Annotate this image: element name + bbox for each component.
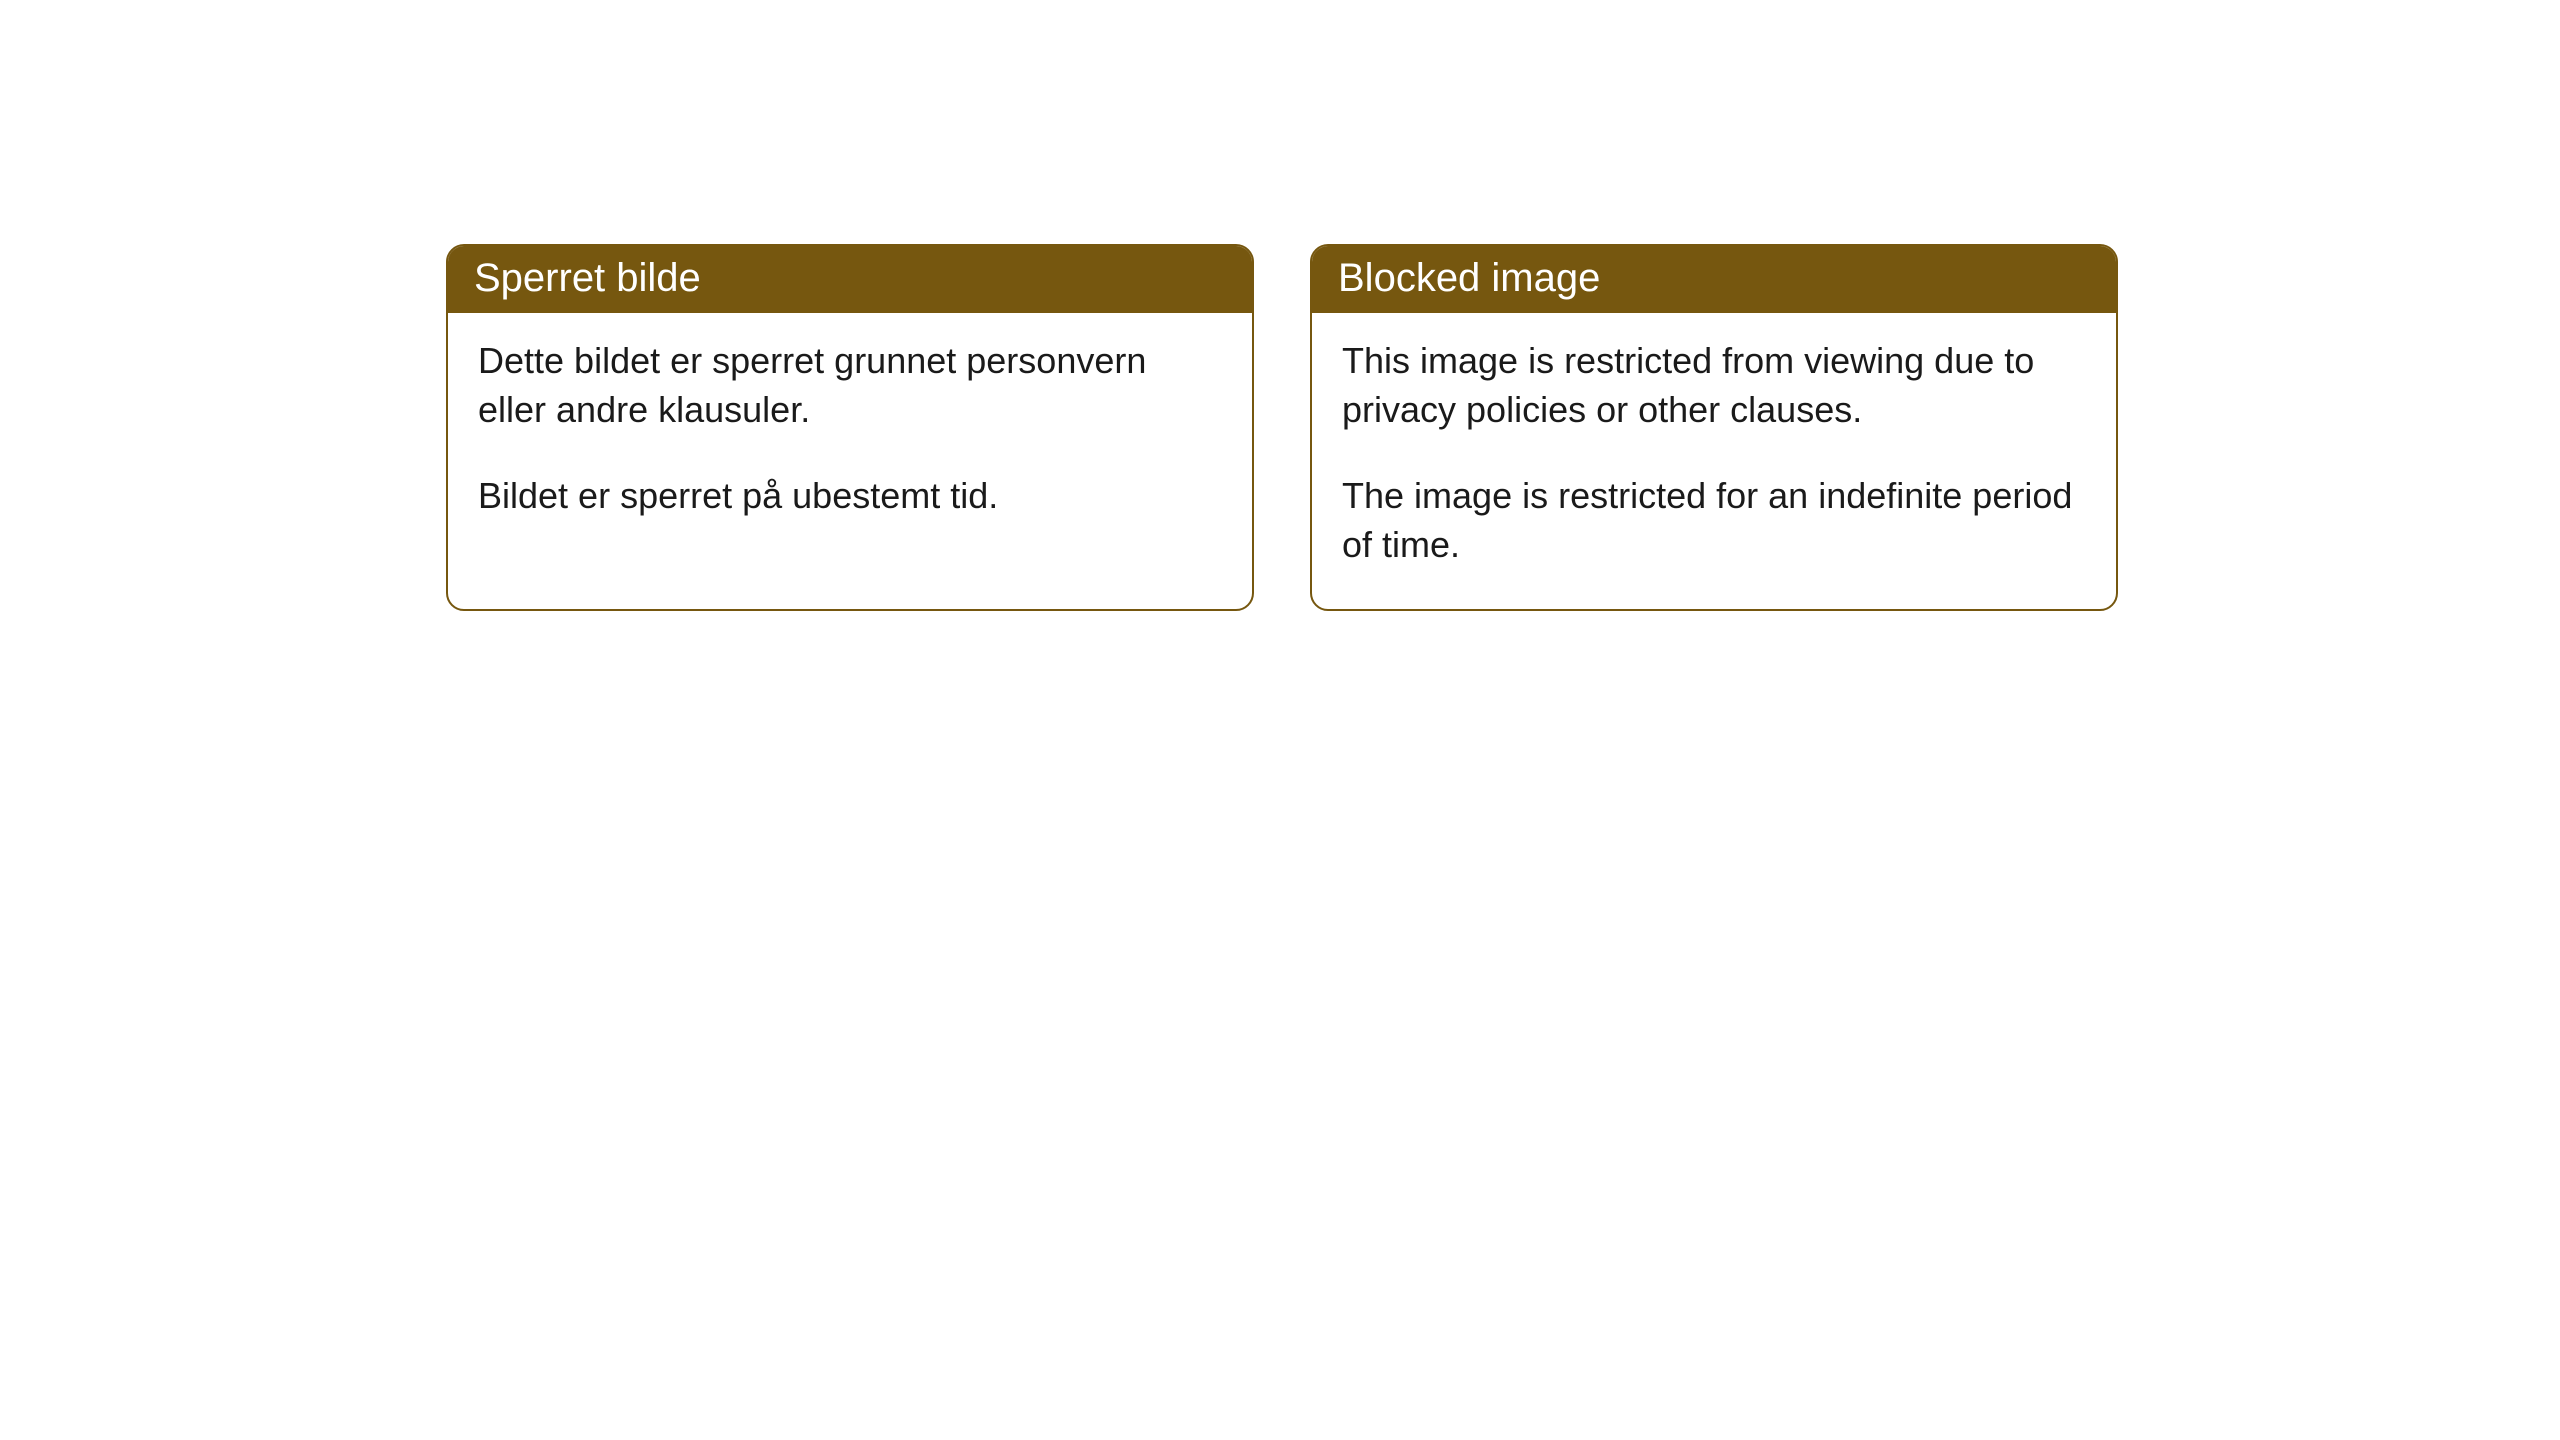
card-paragraph: This image is restricted from viewing du… — [1342, 337, 2086, 434]
card-paragraph: The image is restricted for an indefinit… — [1342, 472, 2086, 569]
card-body: Dette bildet er sperret grunnet personve… — [448, 313, 1252, 561]
card-paragraph: Dette bildet er sperret grunnet personve… — [478, 337, 1222, 434]
card-paragraph: Bildet er sperret på ubestemt tid. — [478, 472, 1222, 521]
card-title: Blocked image — [1312, 246, 2116, 313]
card-title: Sperret bilde — [448, 246, 1252, 313]
card-body: This image is restricted from viewing du… — [1312, 313, 2116, 609]
cards-container: Sperret bilde Dette bildet er sperret gr… — [0, 0, 2560, 611]
blocked-image-card-no: Sperret bilde Dette bildet er sperret gr… — [446, 244, 1254, 611]
blocked-image-card-en: Blocked image This image is restricted f… — [1310, 244, 2118, 611]
